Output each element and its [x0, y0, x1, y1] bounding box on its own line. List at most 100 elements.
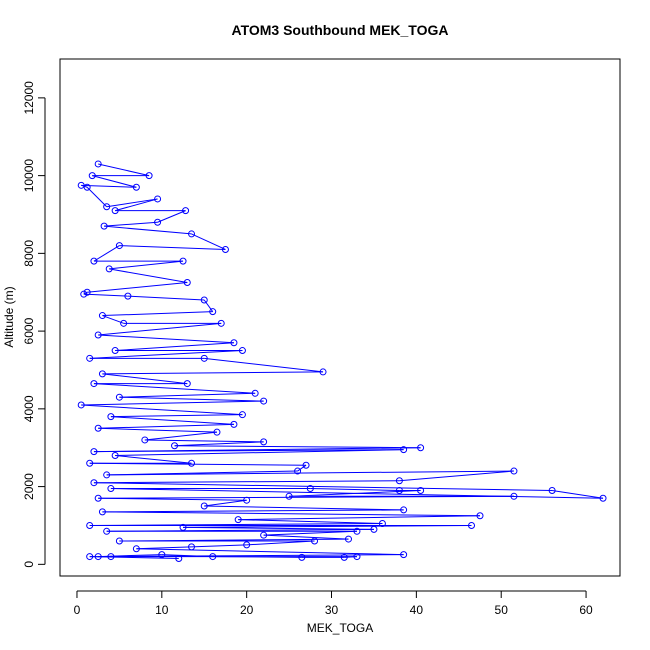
series-segment [83, 293, 128, 297]
data-point [115, 537, 123, 545]
series-segment [98, 423, 234, 429]
data-point [115, 393, 123, 401]
data-point [340, 553, 348, 561]
data-point [230, 339, 238, 347]
series-segment [238, 515, 481, 521]
series-segment [93, 480, 400, 484]
chart-title: ATOM3 Southbound MEK_TOGA [232, 22, 449, 38]
data-point [94, 424, 102, 432]
series-segment [102, 371, 324, 375]
data-point [217, 319, 225, 327]
data-point [175, 555, 183, 563]
data-point [344, 535, 352, 543]
data-point [98, 312, 106, 320]
series-segment [98, 163, 150, 177]
data-point [400, 446, 408, 454]
data-point [154, 195, 162, 203]
series-segment [89, 350, 243, 359]
data-point [260, 397, 268, 405]
data-point [94, 160, 102, 168]
data-point [83, 183, 91, 191]
series-segment [102, 311, 213, 317]
data-point [111, 451, 119, 459]
data-point [103, 203, 111, 211]
data-point [260, 531, 268, 539]
data-point [188, 459, 196, 467]
y-tick-label: 8000 [22, 240, 36, 267]
data-point [98, 508, 106, 516]
x-tick-label: 60 [579, 603, 593, 617]
data-point [107, 413, 115, 421]
data-point [103, 527, 111, 535]
data-point [107, 553, 115, 561]
data-point [132, 545, 140, 553]
y-tick-label: 12000 [22, 81, 36, 115]
x-axis: 0 10 20 30 40 50 60 [74, 590, 593, 617]
data-point [88, 172, 96, 180]
series-segment [144, 439, 264, 443]
y-tick-label: 6000 [22, 317, 36, 344]
data-point [188, 543, 196, 551]
data-point [243, 541, 251, 549]
series-segment [86, 186, 108, 208]
data-point [400, 506, 408, 514]
x-tick-label: 30 [325, 603, 339, 617]
data-point [400, 551, 408, 559]
x-tick-label: 0 [74, 603, 81, 617]
series-segment [119, 245, 226, 250]
y-tick-label: 0 [22, 561, 36, 568]
series-segment [98, 322, 222, 336]
data-point [90, 380, 98, 388]
series-segment [183, 524, 472, 528]
series-segment [238, 519, 383, 525]
data-point [86, 521, 94, 529]
series-segment [110, 414, 243, 418]
series-segment [102, 315, 124, 324]
x-tick-label: 40 [410, 603, 424, 617]
series-segment [81, 404, 243, 416]
data-point [298, 553, 306, 561]
series-segment [102, 509, 404, 513]
data-point [80, 290, 88, 298]
series-segment [174, 445, 421, 449]
data-point [319, 368, 327, 376]
data-point [90, 479, 98, 487]
series-segment [93, 449, 404, 453]
data-point [145, 172, 153, 180]
data-point [548, 486, 556, 494]
data-point [111, 207, 119, 215]
data-point [378, 520, 386, 528]
data-point [510, 467, 518, 475]
data-point [311, 537, 319, 545]
series-segment [136, 548, 404, 556]
series-segment [144, 431, 218, 441]
series-segment [191, 233, 226, 250]
series-segment [102, 511, 481, 517]
series-segment [289, 489, 421, 497]
data-point [209, 553, 217, 561]
data-point [124, 292, 132, 300]
data-point [94, 553, 102, 561]
series-segment [92, 175, 137, 188]
data-point [90, 448, 98, 456]
data-point [230, 420, 238, 428]
data-point [103, 471, 111, 479]
series-segment [106, 470, 514, 476]
data-point [171, 442, 179, 450]
series-segment [89, 462, 307, 466]
data-point [183, 279, 191, 287]
series-segment [157, 210, 186, 223]
data-point [132, 183, 140, 191]
data-point [111, 347, 119, 355]
data-point [285, 492, 293, 500]
data-point [105, 265, 113, 273]
series-segment [81, 400, 264, 406]
y-tick-label: 2000 [22, 473, 36, 500]
series-segment [89, 556, 179, 560]
series-segment [98, 427, 217, 433]
series-segment [98, 334, 234, 344]
series-segment [246, 540, 315, 546]
series-segment [552, 489, 604, 499]
data-point [213, 428, 221, 436]
